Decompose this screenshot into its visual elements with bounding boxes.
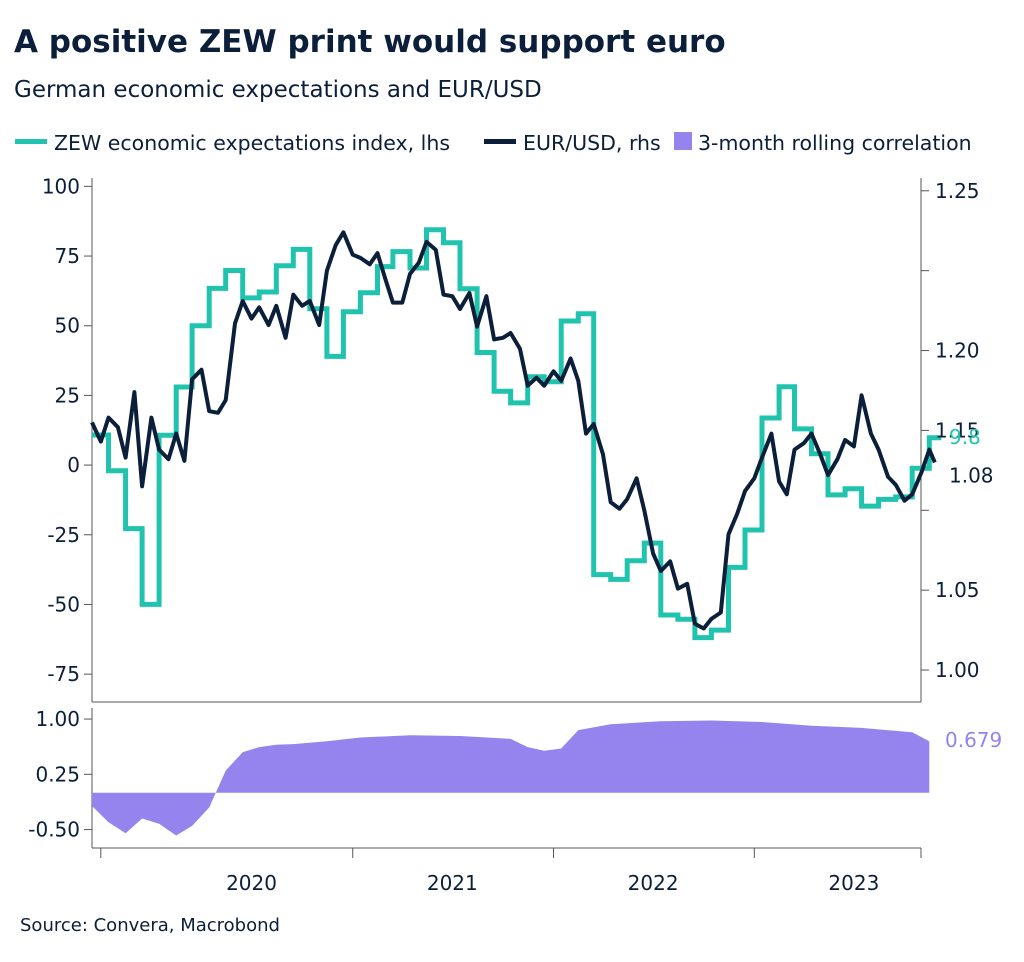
eurusd-line [90, 230, 937, 631]
right-axis-tick-label: 1.00 [935, 658, 980, 682]
legend-label-correlation: 3-month rolling correlation [698, 131, 972, 155]
left-axis-tick-label: 100 [42, 174, 80, 198]
correlation-axis-tick-label: 1.00 [35, 707, 80, 731]
right-axis-tick-label: 1.20 [935, 339, 980, 363]
zew-end-label: 9.8 [949, 425, 981, 449]
chart-title: A positive ZEW print would support euro [14, 24, 726, 60]
right-axis-tick-label: 1.25 [935, 179, 980, 203]
left-axis-tick-label: 0 [67, 453, 80, 477]
eurusd-end-label: 1.08 [949, 463, 994, 487]
legend-swatch-correlation [674, 132, 692, 150]
legend-label-eurusd: EUR/USD, rhs [523, 131, 661, 155]
series-lines-layer [90, 227, 942, 641]
legend: ZEW economic expectations index, lhs EUR… [15, 131, 972, 155]
left-axis-tick-label: -25 [47, 523, 80, 547]
chart-subtitle: German economic expectations and EUR/USD [14, 77, 542, 103]
correlation-axis-tick-label: -0.50 [28, 818, 80, 842]
left-axis-tick-label: 50 [55, 314, 80, 338]
axis-ticks-layer: 100 75 50 25 0 -25 -50 -75 1.25 1.20 1.15 1.05 1.00 1… [28, 174, 979, 895]
x-axis-tick-label: 2022 [628, 871, 679, 895]
right-axis-tick-label: 1.05 [935, 578, 980, 602]
zew-line [92, 227, 942, 641]
left-axis-tick-label: -50 [47, 592, 80, 616]
correlation-end-label: 0.679 [945, 728, 1002, 752]
x-axis-tick-label: 2020 [226, 871, 277, 895]
correlation-area-layer [92, 720, 930, 836]
x-axis-tick-label: 2023 [828, 871, 879, 895]
left-axis-tick-label: -75 [47, 662, 80, 686]
correlation-area [92, 720, 930, 836]
legend-swatch-eurusd [484, 139, 516, 144]
right-axis-tick-label: 1.15 [935, 418, 980, 442]
left-axis-tick-label: 25 [55, 383, 80, 407]
plot-frame [91, 178, 922, 849]
legend-swatch-zew [15, 139, 47, 144]
correlation-axis-tick-label: 0.25 [35, 762, 80, 786]
source-note: Source: Convera, Macrobond [20, 915, 280, 936]
x-axis-tick-label: 2021 [427, 871, 478, 895]
end-labels-layer: 9.8 1.08 0.679 [945, 425, 1002, 752]
left-axis-tick-label: 75 [55, 244, 80, 268]
legend-label-zew: ZEW economic expectations index, lhs [54, 131, 450, 155]
